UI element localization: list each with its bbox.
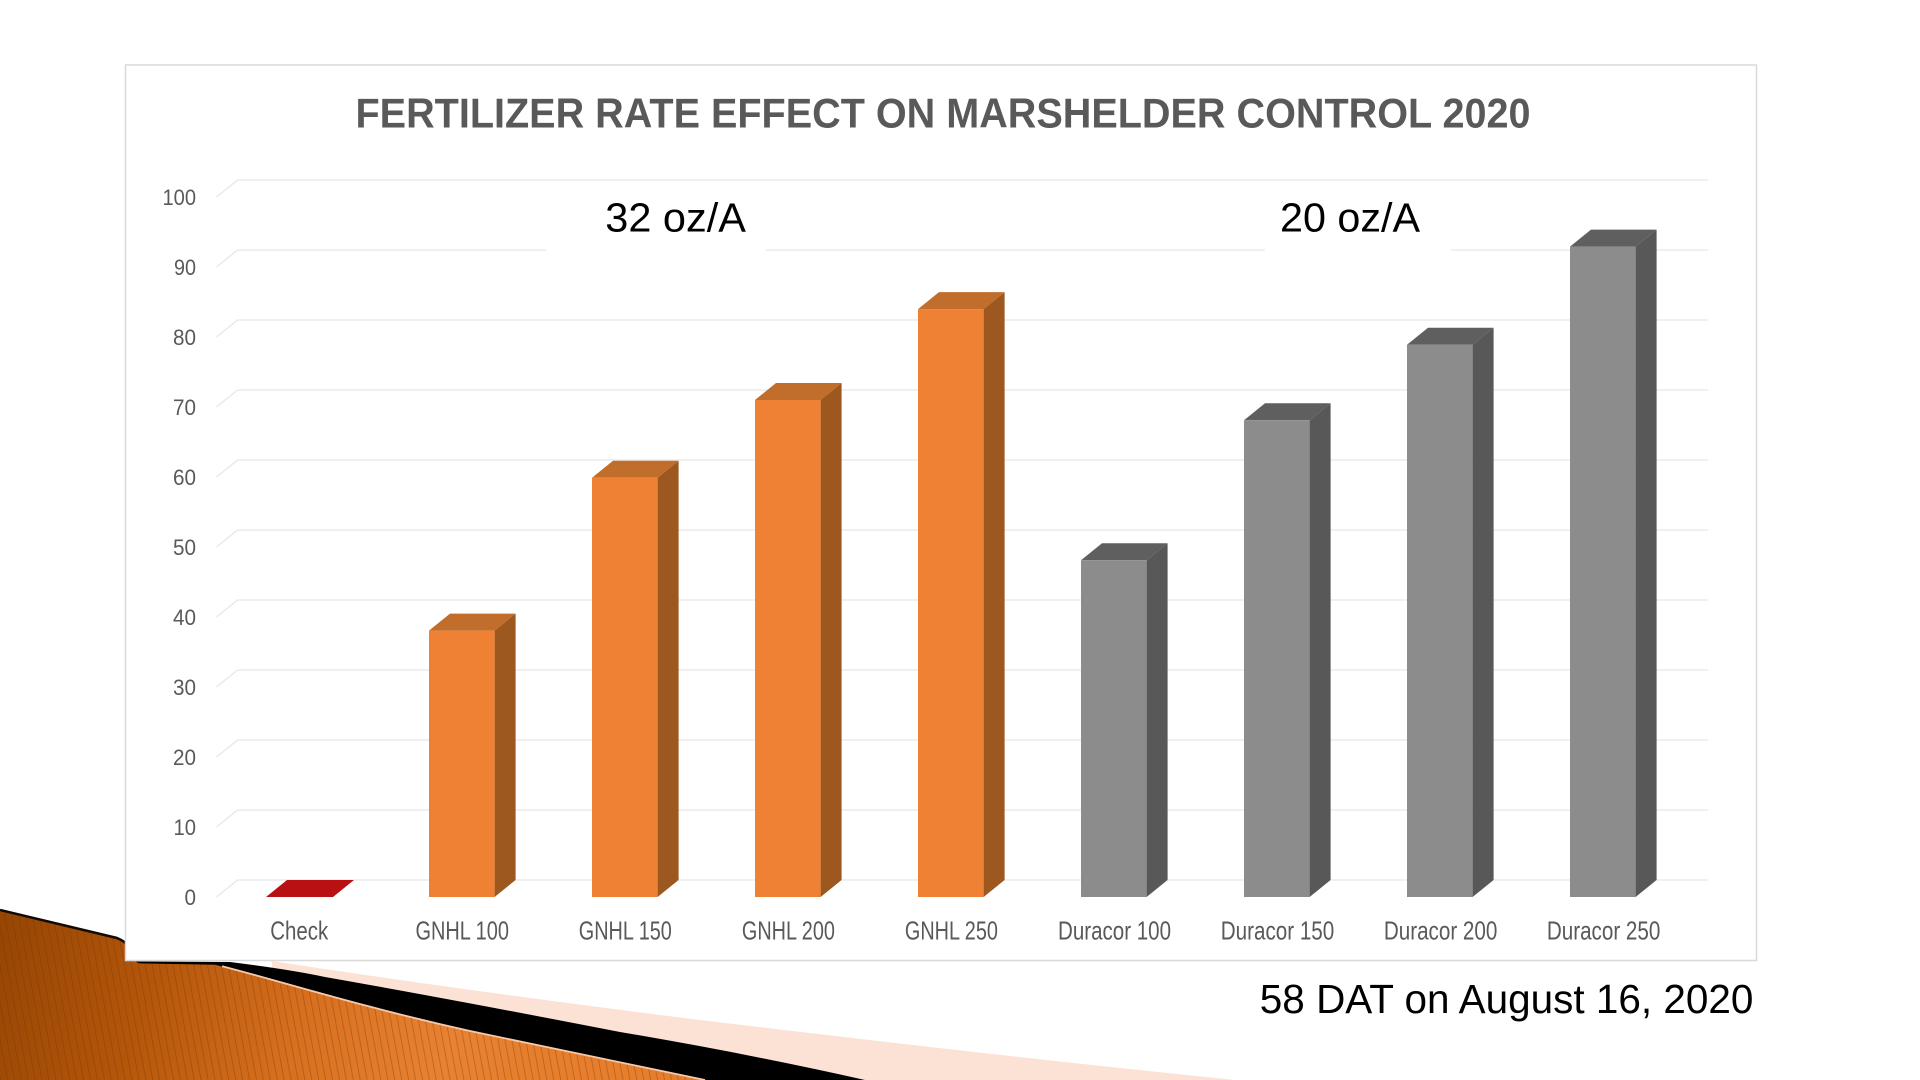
svg-text:0: 0	[185, 885, 197, 910]
svg-text:20: 20	[173, 745, 196, 770]
svg-text:70: 70	[173, 395, 196, 420]
svg-text:20 oz/A: 20 oz/A	[1280, 194, 1421, 240]
svg-text:GNHL 150: GNHL 150	[579, 916, 672, 946]
svg-text:Check: Check	[270, 916, 329, 946]
svg-text:100: 100	[163, 185, 197, 210]
svg-text:90: 90	[174, 255, 196, 280]
svg-text:Duracor 200: Duracor 200	[1384, 916, 1498, 946]
svg-text:GNHL 250: GNHL 250	[905, 916, 998, 946]
svg-text:80: 80	[173, 325, 196, 350]
svg-text:58 DAT on August 16, 2020: 58 DAT on August 16, 2020	[1260, 976, 1754, 1022]
svg-text:Duracor 150: Duracor 150	[1221, 916, 1335, 946]
svg-text:50: 50	[173, 535, 196, 560]
svg-text:10: 10	[174, 815, 197, 840]
svg-text:GNHL 100: GNHL 100	[415, 916, 509, 946]
svg-text:32 oz/A: 32 oz/A	[605, 194, 746, 240]
svg-text:FERTILIZER RATE EFFECT ON MARS: FERTILIZER RATE EFFECT ON MARSHELDER CON…	[356, 90, 1531, 137]
svg-text:Duracor 250: Duracor 250	[1547, 916, 1661, 946]
svg-text:Duracor 100: Duracor 100	[1058, 916, 1171, 946]
svg-text:60: 60	[173, 465, 196, 490]
svg-text:40: 40	[173, 605, 196, 630]
svg-text:30: 30	[173, 675, 196, 700]
svg-text:GNHL 200: GNHL 200	[742, 916, 835, 946]
